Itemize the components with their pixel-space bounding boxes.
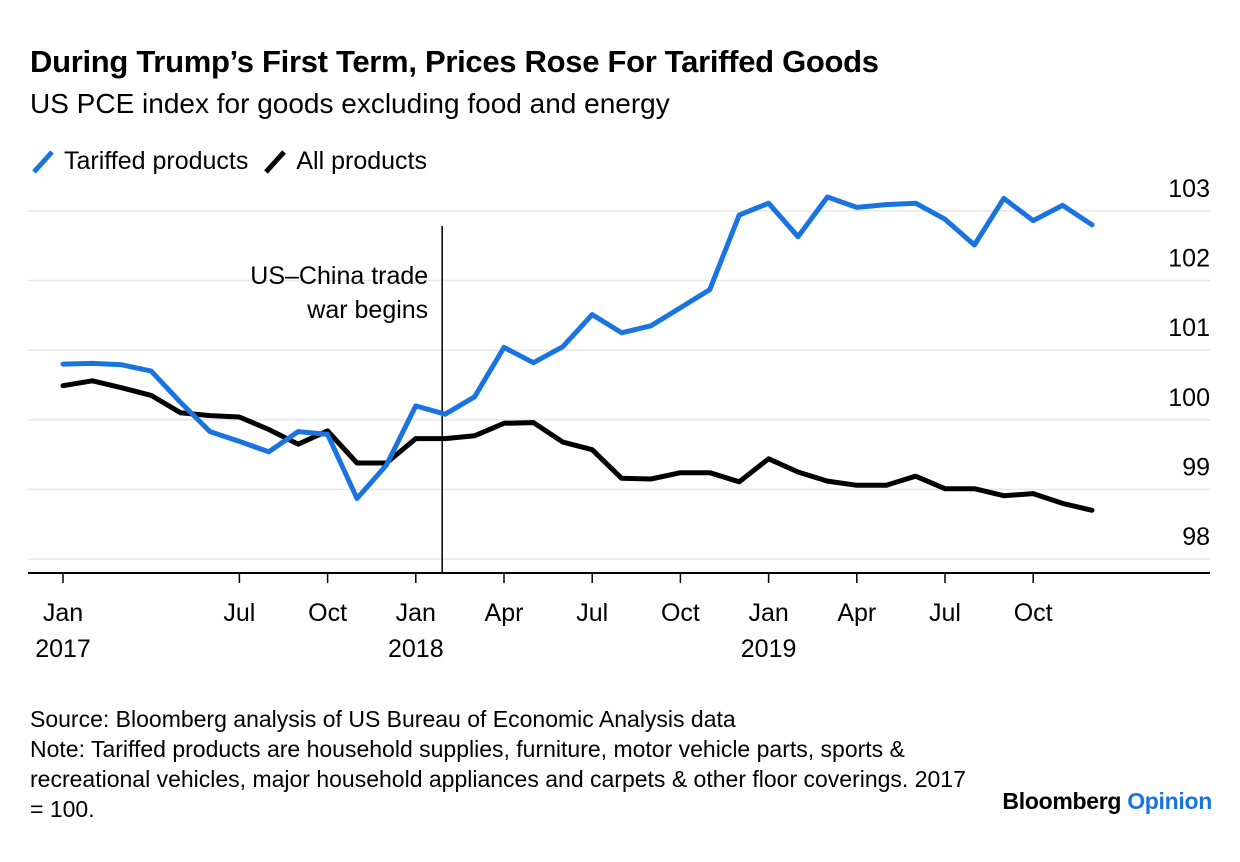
x-tick-label: Jul: [223, 599, 255, 627]
gridlines: [28, 210, 1210, 560]
y-tick-label: 99: [1182, 453, 1210, 481]
y-tick-label: 101: [1168, 314, 1210, 342]
legend: Tariffed products All products: [30, 146, 441, 176]
brand-logo: Bloomberg Opinion: [1002, 788, 1212, 815]
series-lines: [60, 194, 1095, 513]
y-tick-label: 100: [1168, 384, 1210, 412]
annotation-text: US–China trade: [250, 262, 428, 290]
annotation: US–China trade war begins: [250, 226, 443, 573]
x-year-label: 2017: [35, 635, 91, 663]
x-year-label: 2019: [741, 635, 797, 663]
x-tick-label: Jul: [929, 599, 961, 627]
x-tick-label: Apr: [837, 599, 876, 627]
chart-subtitle: US PCE index for goods excluding food an…: [30, 88, 670, 119]
y-axis-labels: 98 99 100 101 102 103: [1168, 175, 1210, 551]
x-tick-label: Jan: [748, 599, 788, 627]
y-tick-label: 102: [1168, 245, 1210, 273]
series-line-tariffed: [60, 194, 1095, 501]
y-tick-label: 103: [1168, 175, 1210, 203]
chart-title: During Trump’s First Term, Prices Rose F…: [30, 44, 879, 79]
y-tick-label: 98: [1182, 523, 1210, 551]
x-year-label: 2018: [388, 635, 444, 663]
legend-item-all: All products: [262, 146, 427, 176]
x-tick-label: Jul: [576, 599, 608, 627]
legend-label-tariffed: Tariffed products: [64, 146, 249, 175]
x-axis: Jan Jul Oct Jan Apr Jul Oct Jan Apr Jul Oct 2017 201…: [28, 572, 1210, 663]
brand-suffix: Opinion: [1127, 788, 1212, 814]
source-text: Source: Bloomberg analysis of US Bureau …: [30, 706, 736, 732]
x-tick-label: Oct: [308, 599, 347, 627]
legend-swatch-tariffed: [32, 150, 54, 174]
note-text: Note: Tariffed products are household su…: [30, 736, 966, 822]
x-tick-label: Jan: [43, 599, 83, 627]
brand-name: Bloomberg: [1002, 788, 1122, 814]
series-line-all: [60, 378, 1095, 513]
x-tick-label: Oct: [661, 599, 700, 627]
legend-item-tariffed: Tariffed products: [30, 146, 248, 176]
x-tick-label: Oct: [1014, 599, 1053, 627]
legend-swatch-all: [264, 150, 287, 174]
x-tick-label: Jan: [396, 599, 436, 627]
line-chart: 98 99 100 101 102 103 US–China trade war begin…: [28, 175, 1210, 663]
footnotes: Source: Bloomberg analysis of US Bureau …: [30, 704, 970, 824]
legend-label-all: All products: [296, 146, 427, 175]
x-tick-label: Apr: [485, 599, 524, 627]
annotation-text: war begins: [306, 296, 428, 324]
